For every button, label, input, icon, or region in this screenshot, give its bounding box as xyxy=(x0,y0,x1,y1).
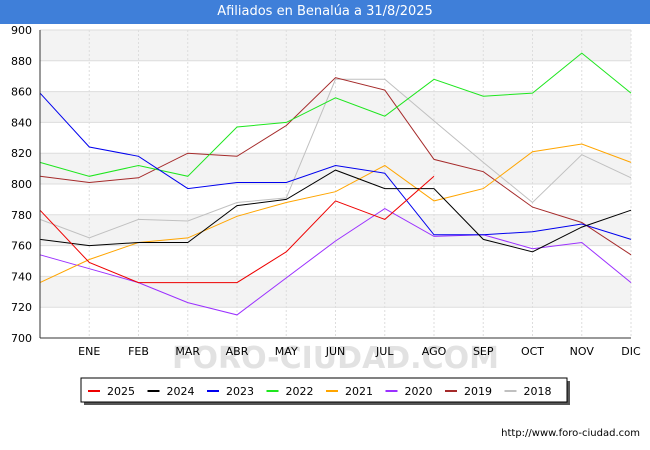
legend-label-2025: 2025 xyxy=(107,385,135,398)
series-line-2025 xyxy=(39,175,435,284)
y-tick-label: 780 xyxy=(11,209,32,222)
y-tick-label: 820 xyxy=(11,147,32,160)
series-line-2024 xyxy=(39,169,632,253)
y-tick-label: 760 xyxy=(11,240,32,253)
y-tick-label: 720 xyxy=(11,301,32,314)
series-line-2019 xyxy=(39,77,632,256)
tick-labels: 700 720 740 760 780 800 820 840 860 880 900 ENE FEB M… xyxy=(11,24,641,358)
x-tick-label: AGO xyxy=(422,345,447,358)
x-tick-label: MAR xyxy=(175,345,200,358)
legend-label-2019: 2019 xyxy=(464,385,492,398)
legend-label-2023: 2023 xyxy=(226,385,254,398)
legend-label-2020: 2020 xyxy=(405,385,433,398)
watermark: FORO-CIUDAD.COM xyxy=(172,341,499,376)
series-line-2022 xyxy=(39,52,632,177)
y-tick-label: 700 xyxy=(11,332,32,345)
series-lines xyxy=(39,52,632,316)
y-tick-label: 740 xyxy=(11,270,32,283)
x-tick-label: MAY xyxy=(275,345,298,358)
legend: 2025 2024 2023 2022 2021 2020 2019 2018 xyxy=(80,377,570,405)
x-tick-label: OCT xyxy=(521,345,544,358)
series-line-2023 xyxy=(39,92,632,240)
legend-label-2022: 2022 xyxy=(286,385,314,398)
watermark-text: FORO-CIUDAD.COM xyxy=(172,341,499,376)
x-tick-label: JUL xyxy=(375,345,394,358)
x-tick-label: FEB xyxy=(128,345,149,358)
axes xyxy=(39,30,631,339)
y-tick-label: 880 xyxy=(11,55,32,68)
x-tick-label: JUN xyxy=(325,345,346,358)
series-line-2018 xyxy=(39,78,632,239)
x-tick-label: ABR xyxy=(226,345,249,358)
y-tick-label: 840 xyxy=(11,116,32,129)
legend-label-2021: 2021 xyxy=(345,385,373,398)
x-tick-label: SEP xyxy=(473,345,494,358)
x-tick-label: DIC xyxy=(621,345,641,358)
legend-label-2018: 2018 xyxy=(524,385,552,398)
x-tick-label: NOV xyxy=(570,345,595,358)
chart-title: Afiliados en Benalúa a 31/8/2025 xyxy=(0,0,650,24)
x-tick-label: ENE xyxy=(78,345,100,358)
legend-box xyxy=(80,377,568,403)
y-tick-label: 900 xyxy=(11,24,32,37)
legend-label-2024: 2024 xyxy=(167,385,195,398)
source-url[interactable]: http://www.foro-ciudad.com xyxy=(501,428,640,439)
y-tick-label: 800 xyxy=(11,178,32,191)
y-tick-label: 860 xyxy=(11,86,32,99)
